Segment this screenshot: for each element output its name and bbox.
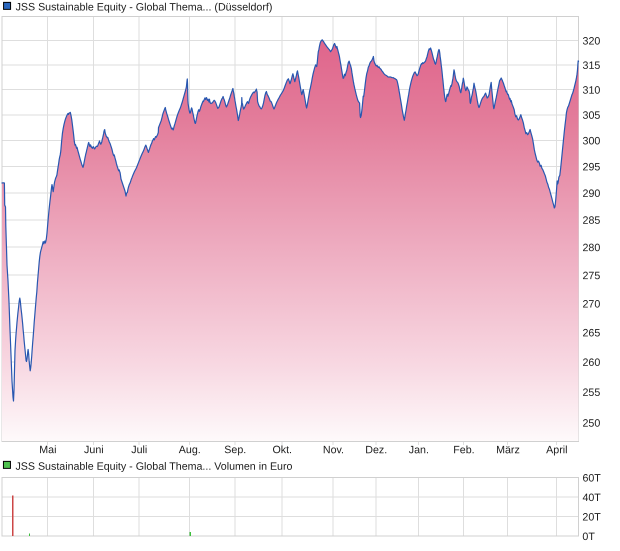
svg-text:40T: 40T: [582, 492, 601, 504]
svg-text:April: April: [546, 444, 567, 456]
svg-text:Sep.: Sep.: [224, 444, 246, 456]
svg-text:315: 315: [583, 60, 601, 72]
svg-text:300: 300: [583, 135, 601, 147]
svg-text:265: 265: [582, 327, 600, 339]
svg-text:Feb.: Feb.: [453, 444, 474, 456]
svg-text:255: 255: [582, 387, 600, 399]
svg-text:Juni: Juni: [84, 444, 104, 456]
svg-text:Okt.: Okt.: [272, 444, 292, 456]
svg-text:20T: 20T: [582, 511, 601, 523]
svg-text:260: 260: [582, 357, 600, 369]
svg-text:295: 295: [583, 161, 601, 173]
svg-text:Mai: Mai: [39, 444, 56, 456]
svg-text:305: 305: [583, 110, 601, 122]
svg-text:270: 270: [582, 298, 600, 310]
svg-text:Juli: Juli: [131, 444, 147, 456]
svg-text:250: 250: [582, 418, 600, 430]
svg-text:280: 280: [583, 242, 601, 254]
svg-text:290: 290: [583, 188, 601, 200]
svg-text:März: März: [496, 444, 520, 456]
svg-text:Dez.: Dez.: [365, 444, 387, 456]
svg-text:JSS Sustainable Equity - Globa: JSS Sustainable Equity - Global Thema...…: [16, 1, 273, 13]
svg-text:285: 285: [583, 215, 601, 227]
svg-text:0T: 0T: [582, 531, 595, 543]
svg-text:Jan.: Jan.: [409, 444, 429, 456]
svg-text:275: 275: [582, 270, 600, 282]
svg-text:60T: 60T: [582, 472, 601, 484]
svg-text:Nov.: Nov.: [323, 444, 344, 456]
svg-text:JSS Sustainable Equity - Globa: JSS Sustainable Equity - Global Thema...…: [15, 461, 292, 473]
svg-text:310: 310: [583, 85, 601, 97]
svg-text:320: 320: [583, 35, 601, 47]
svg-text:Aug.: Aug.: [179, 444, 201, 456]
